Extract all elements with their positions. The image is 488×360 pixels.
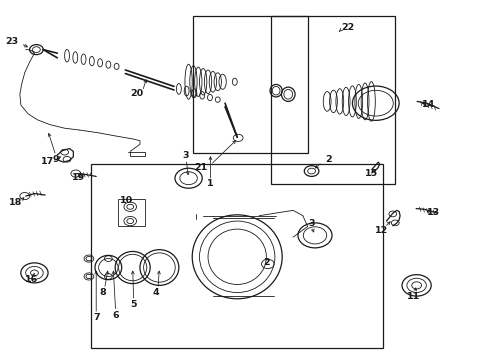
Text: 3: 3: [308, 219, 314, 228]
Bar: [91, 164, 382, 348]
Text: 8: 8: [99, 288, 106, 297]
Text: 14: 14: [421, 100, 434, 109]
Bar: [118, 199, 144, 226]
Text: 20: 20: [130, 89, 143, 98]
Text: 19: 19: [71, 173, 84, 182]
Text: 16: 16: [25, 275, 38, 284]
Text: 11: 11: [406, 292, 420, 301]
Text: 6: 6: [112, 311, 119, 320]
Text: 21: 21: [194, 163, 207, 172]
Text: 2: 2: [324, 155, 331, 164]
Text: 10: 10: [120, 196, 133, 205]
Text: 17: 17: [41, 157, 54, 166]
Text: 15: 15: [365, 169, 378, 178]
Text: 13: 13: [426, 208, 439, 217]
Text: 1: 1: [207, 179, 213, 188]
Text: 7: 7: [93, 313, 100, 322]
Text: 23: 23: [5, 37, 19, 46]
Bar: [193, 16, 307, 153]
Text: 12: 12: [374, 225, 387, 234]
Bar: [271, 16, 394, 184]
Text: 5: 5: [130, 300, 137, 309]
Text: 18: 18: [9, 198, 22, 207]
Text: 22: 22: [340, 23, 353, 32]
Text: 2: 2: [263, 258, 269, 267]
Text: 9: 9: [52, 155, 59, 164]
Text: 4: 4: [152, 288, 159, 297]
Text: 3: 3: [182, 151, 188, 160]
